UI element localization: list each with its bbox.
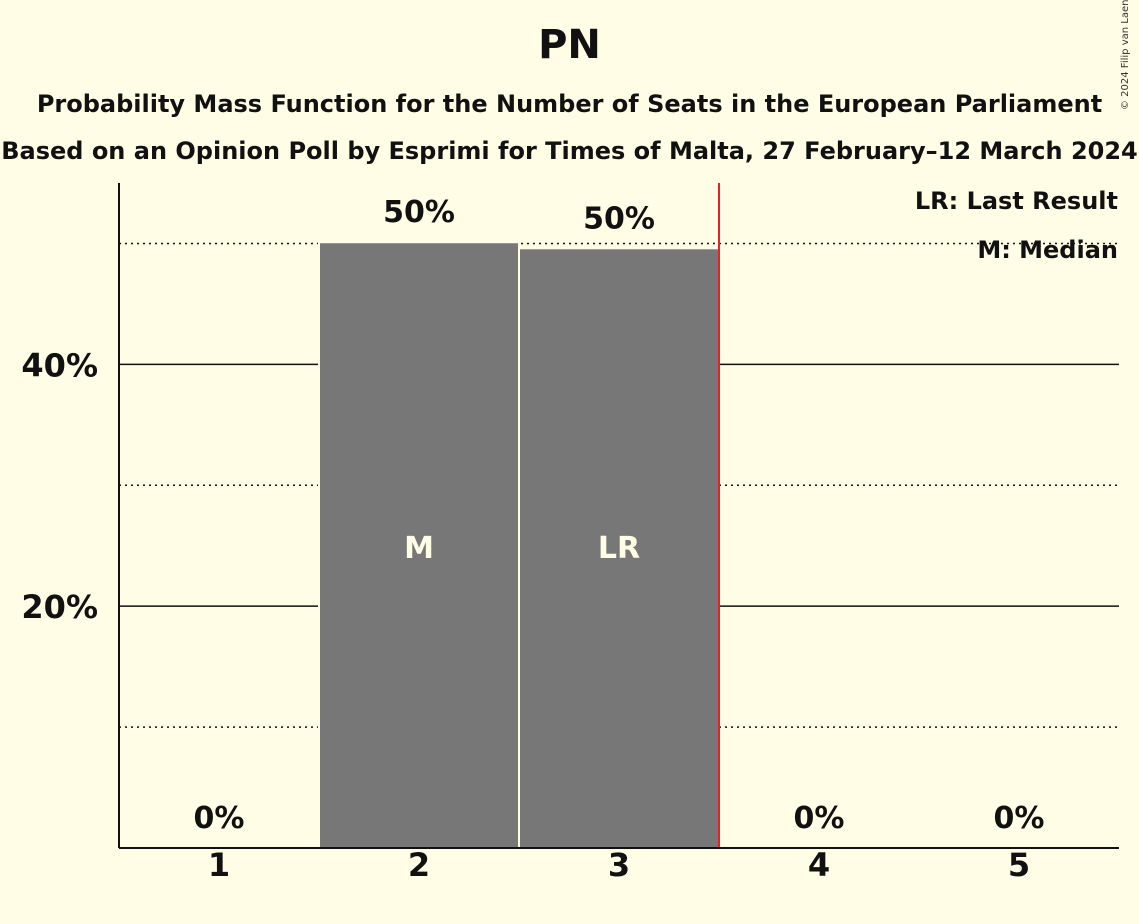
bar-mark-label: LR xyxy=(598,531,640,566)
bar-value-label: 50% xyxy=(583,201,655,236)
bar xyxy=(318,241,520,849)
bar xyxy=(518,247,720,850)
bar-value-label: 0% xyxy=(994,801,1045,836)
chart-title: PN xyxy=(538,22,601,68)
x-tick-label: 2 xyxy=(408,846,430,884)
x-tick-label: 1 xyxy=(208,846,230,884)
x-tick-label: 3 xyxy=(608,846,630,884)
bar-value-label: 0% xyxy=(794,801,845,836)
y-tick-label: 40% xyxy=(21,346,98,384)
chart-subtitle-source: Based on an Opinion Poll by Esprimi for … xyxy=(1,137,1138,165)
bar-value-label: 50% xyxy=(383,195,455,230)
x-tick-label: 4 xyxy=(808,846,830,884)
bar-mark-label: M xyxy=(404,531,434,566)
legend-median: M: Median xyxy=(977,236,1118,264)
bar-value-label: 0% xyxy=(194,801,245,836)
legend-last-result: LR: Last Result xyxy=(915,187,1118,215)
chart-subtitle: Probability Mass Function for the Number… xyxy=(36,90,1103,118)
x-tick-label: 5 xyxy=(1008,846,1030,884)
y-tick-label: 20% xyxy=(21,588,98,626)
